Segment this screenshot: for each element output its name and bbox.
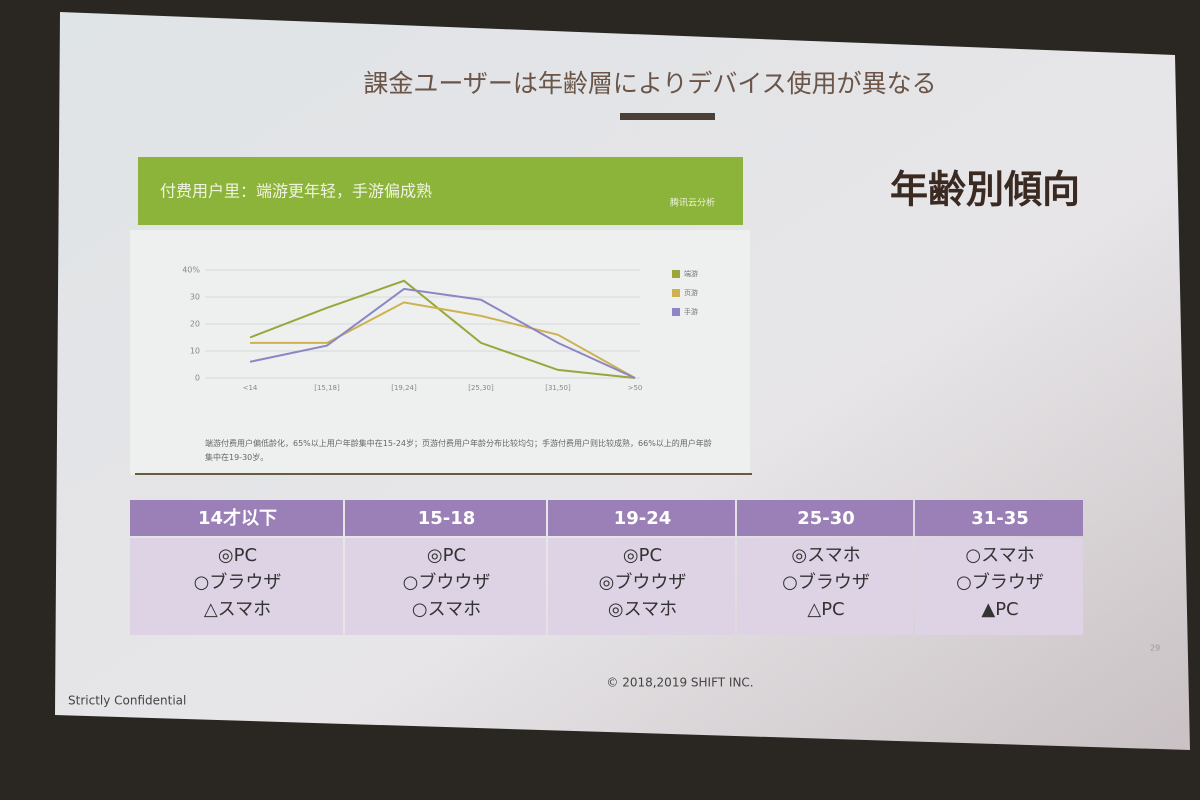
cell-text: ○ブラウザ (782, 571, 870, 593)
y-tick-label: 10 (190, 347, 200, 356)
banner-logo: 腾讯云分析 (670, 197, 715, 209)
title-underline (620, 113, 715, 120)
header-cell (548, 500, 735, 536)
cell-text: ◎ブウウザ (599, 571, 687, 593)
cell-text: ○スマホ (965, 545, 1034, 566)
banner-text: 付费用户里：端游更年轻，手游偏成熟 (160, 182, 432, 201)
x-tick-label: [31,50] (545, 384, 571, 392)
header-text: 14才以下 (198, 507, 277, 529)
body-cell (737, 538, 913, 635)
slide-title: 課金ユーザーは年齢層によりデバイス使用が異なる (363, 69, 936, 98)
header-text: 15-18 (418, 508, 476, 529)
legend-label: 手游 (684, 307, 698, 316)
cell-text: ○ブラウザ (956, 571, 1044, 593)
series-line (250, 301, 636, 379)
cell-text: ◎PC (427, 545, 466, 566)
x-tick-label: [19,24] (391, 384, 417, 392)
header-cell (130, 500, 343, 536)
cell-text: ◎スマホ (608, 599, 677, 620)
series-line (249, 279, 636, 379)
cell-text: △スマホ (204, 599, 271, 620)
chart: 0 10 20 30 40% <14 [15,18] [19,24] [25,30] [31,50… (182, 266, 698, 393)
cell-text: ○ブラウザ (194, 571, 282, 593)
y-tick-label: 20 (190, 320, 200, 329)
legend-label: 页游 (684, 288, 698, 297)
copyright: © 2018,2019 SHIFT INC. (606, 676, 753, 690)
header-cell (737, 500, 913, 536)
legend-label: 端游 (684, 269, 698, 278)
legend-swatch (672, 270, 680, 278)
header-cell (345, 500, 546, 536)
y-tick-label: 40% (182, 266, 200, 275)
y-tick-label: 30 (190, 293, 200, 302)
cell-text: ○スマホ (412, 599, 481, 620)
heading: 年齢別傾向 (890, 168, 1080, 212)
header-text: 19-24 (614, 508, 672, 529)
cell-text: △PC (807, 599, 844, 620)
x-tick-label: [15,18] (314, 384, 340, 392)
table: 14才以下 15-18 19-24 25-30 31-35 ◎PC ○ブラウザ △スマホ ◎PC… (130, 500, 1083, 635)
header-text: 31-35 (971, 508, 1029, 529)
cell-text: ▲PC (981, 599, 1018, 620)
cell-text: ○ブウウザ (403, 571, 491, 593)
header-cell (915, 500, 1083, 536)
body-cell (345, 538, 546, 635)
note-box: 端游付费用户偏低龄化，65%以上用户年龄集中在15-24岁；页游付费用户年龄分布… (205, 439, 712, 462)
x-tick-label: [25,30] (468, 384, 494, 392)
legend-swatch (672, 289, 680, 297)
header-text: 25-30 (797, 508, 855, 529)
x-tick-label: >50 (628, 384, 643, 392)
page-number: 29 (1150, 644, 1160, 653)
banner (138, 157, 743, 225)
cell-text: ◎PC (623, 545, 662, 566)
legend-swatch (672, 308, 680, 316)
confidential: Strictly Confidential (68, 694, 186, 708)
cell-text: ◎スマホ (791, 545, 860, 566)
cell-text: ◎PC (218, 545, 257, 566)
chart-panel (130, 230, 750, 475)
series-line (249, 287, 636, 379)
x-tick-label: <14 (243, 384, 258, 392)
body-cell (548, 538, 735, 635)
chart-note: 端游付费用户偏低龄化，65%以上用户年龄集中在15-24岁；页游付费用户年龄分布… (205, 439, 712, 462)
body-cell (915, 538, 1083, 635)
body-cell (130, 538, 343, 635)
y-tick-label: 0 (195, 374, 200, 383)
